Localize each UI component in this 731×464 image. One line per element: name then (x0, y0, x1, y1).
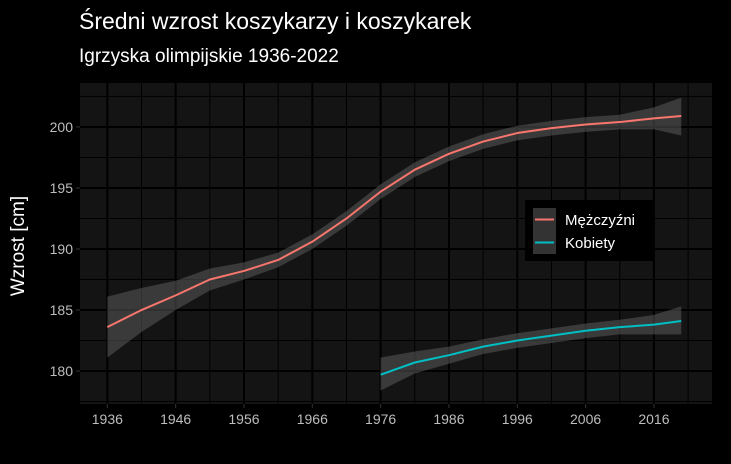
y-tick-label: 190 (50, 241, 74, 257)
x-tick-label: 1966 (297, 411, 328, 427)
x-tick-label: 1986 (433, 411, 464, 427)
y-tick-label: 200 (50, 119, 74, 135)
legend-label: Mężczyźni (565, 212, 635, 229)
confidence-ribbon-0 (107, 97, 682, 358)
confidence-ribbon-1 (380, 306, 682, 391)
x-tick-label: 1946 (160, 411, 191, 427)
x-tick-label: 1936 (92, 411, 123, 427)
x-tick-label: 2016 (638, 411, 669, 427)
y-tick-label: 180 (50, 363, 74, 379)
x-tick-label: 1976 (365, 411, 396, 427)
series-line-1 (380, 320, 682, 376)
chart-subtitle: Igrzyska olimpijskie 1936-2022 (79, 46, 339, 67)
x-tick-label: 1996 (502, 411, 533, 427)
x-tick-label: 1956 (228, 411, 259, 427)
x-tick-label: 2006 (570, 411, 601, 427)
y-tick-label: 185 (50, 302, 74, 318)
series-line-0 (106, 114, 682, 329)
chart-title: Średni wzrost koszykarzy i koszykarek (79, 8, 472, 34)
y-tick-label: 195 (50, 180, 74, 196)
legend-label: Kobiety (565, 235, 616, 252)
